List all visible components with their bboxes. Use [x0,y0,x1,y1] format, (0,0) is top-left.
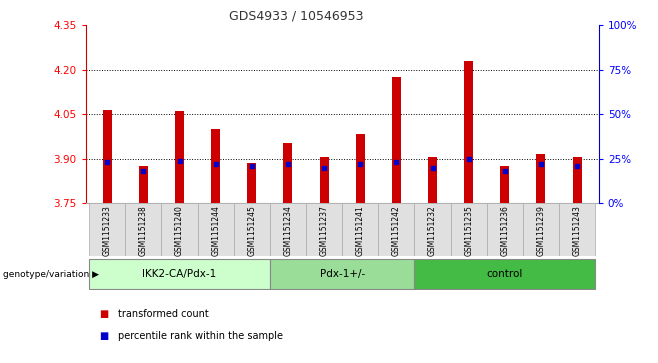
Text: GSM1151238: GSM1151238 [139,205,148,256]
Text: GSM1151242: GSM1151242 [392,205,401,256]
Bar [197,203,234,256]
Bar [536,154,545,203]
Text: ■: ■ [99,331,108,341]
Bar [428,157,437,203]
Text: GSM1151237: GSM1151237 [320,205,328,256]
Bar [500,166,509,203]
Bar [161,203,197,256]
Bar [451,203,487,256]
Bar [392,77,401,203]
Text: GSM1151245: GSM1151245 [247,205,257,256]
Bar [523,203,559,256]
Bar [89,259,270,289]
Bar [559,203,595,256]
Bar [572,157,582,203]
Bar [415,203,451,256]
Text: GSM1151240: GSM1151240 [175,205,184,256]
Text: GSM1151243: GSM1151243 [572,205,582,256]
Bar [211,129,220,203]
Bar [464,61,473,203]
Bar [306,203,342,256]
Bar [320,157,328,203]
Bar [234,203,270,256]
Bar [415,259,595,289]
Text: GSM1151236: GSM1151236 [500,205,509,256]
Bar [247,163,257,203]
Text: GSM1151232: GSM1151232 [428,205,437,256]
Bar [270,203,306,256]
Bar [89,203,125,256]
Text: GSM1151233: GSM1151233 [103,205,112,256]
Text: genotype/variation ▶: genotype/variation ▶ [3,270,99,278]
Text: GSM1151234: GSM1151234 [284,205,292,256]
Bar [125,203,161,256]
Bar [270,259,415,289]
Text: GDS4933 / 10546953: GDS4933 / 10546953 [229,9,363,22]
Bar [487,203,523,256]
Text: GSM1151241: GSM1151241 [356,205,365,256]
Text: GSM1151244: GSM1151244 [211,205,220,256]
Bar [356,134,365,203]
Text: transformed count: transformed count [118,309,209,319]
Bar [103,110,112,203]
Bar [175,111,184,203]
Bar [139,166,148,203]
Text: GSM1151235: GSM1151235 [464,205,473,256]
Bar [284,143,292,203]
Text: control: control [487,269,523,279]
Text: GSM1151239: GSM1151239 [536,205,545,256]
Text: percentile rank within the sample: percentile rank within the sample [118,331,284,341]
Text: ■: ■ [99,309,108,319]
Bar [378,203,415,256]
Bar [342,203,378,256]
Text: Pdx-1+/-: Pdx-1+/- [320,269,365,279]
Text: IKK2-CA/Pdx-1: IKK2-CA/Pdx-1 [142,269,216,279]
